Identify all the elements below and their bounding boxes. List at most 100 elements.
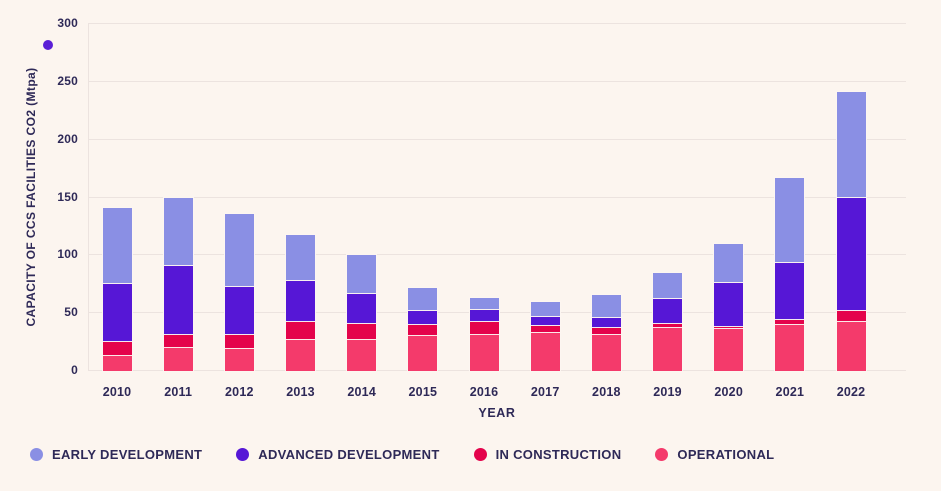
bar-segment-operational	[408, 336, 438, 371]
bar-segment-advanced-development	[591, 317, 621, 329]
x-tick-label-2020: 2020	[714, 385, 743, 399]
bar-segment-early-development	[469, 298, 499, 310]
legend-label: IN CONSTRUCTION	[495, 447, 622, 462]
bar-segment-in-construction	[591, 328, 621, 336]
bar-segment-in-construction	[653, 323, 683, 329]
bar-segment-in-construction	[836, 310, 866, 323]
bar-segment-operational	[714, 329, 744, 371]
bar-segment-early-development	[163, 197, 193, 266]
x-tick-label-2016: 2016	[469, 385, 499, 399]
bar-segment-advanced-development	[224, 286, 254, 336]
bar-segment-early-development	[224, 213, 254, 287]
bar-segment-early-development	[347, 255, 377, 294]
bar-segment-advanced-development	[347, 293, 377, 324]
bar-stack-2016	[469, 298, 499, 371]
bar-stack-2014	[347, 255, 377, 371]
bar-segment-in-construction	[163, 335, 193, 348]
legend-swatch-icon	[473, 448, 487, 461]
bar-stack-2015	[408, 287, 438, 371]
bar-stack-2010	[102, 207, 132, 371]
bar-segment-in-construction	[775, 320, 805, 325]
legend-item-early-development: EARLY DEVELOPMENT	[30, 447, 202, 462]
bar-segment-advanced-development	[653, 299, 683, 324]
bar-segment-operational	[347, 339, 377, 371]
x-axis-title: YEAR	[478, 406, 516, 420]
y-tick-label: 300	[57, 16, 78, 30]
bar-stack-2022	[836, 92, 866, 371]
bar-segment-operational	[530, 332, 560, 371]
bar-segment-in-construction	[714, 327, 744, 330]
bar-segment-early-development	[714, 243, 744, 284]
x-tick-label-2014: 2014	[347, 385, 376, 399]
bar-segment-early-development	[408, 287, 438, 311]
x-tick-label-2012: 2012	[225, 385, 254, 399]
x-tick-label-2018: 2018	[592, 385, 621, 399]
bar-segment-operational	[286, 339, 315, 371]
bar-segment-operational	[836, 322, 866, 371]
y-tick-label: 150	[57, 189, 78, 204]
bar-segment-operational	[591, 335, 621, 371]
x-tick-label-2015: 2015	[408, 385, 438, 399]
bar-segment-in-construction	[286, 322, 315, 340]
bar-stack-2021	[775, 177, 805, 371]
y-tick-label: 50	[64, 305, 78, 320]
chart-legend: EARLY DEVELOPMENT ADVANCED DEVELOPMENT IN …	[30, 447, 774, 462]
bar-segment-early-development	[286, 234, 315, 281]
y-tick-label: 250	[57, 73, 78, 88]
legend-swatch-icon	[236, 448, 250, 461]
y-tick-label: 0	[71, 363, 78, 377]
x-tick-label-2013: 2013	[286, 385, 315, 399]
bar-segment-operational	[653, 328, 683, 371]
stray-dot	[43, 40, 53, 50]
gridline-200	[88, 138, 906, 140]
gridline-300	[88, 23, 906, 24]
x-tick-label-2010: 2010	[102, 385, 132, 399]
x-tick-label-2022: 2022	[836, 385, 866, 399]
y-tick-label: 100	[57, 247, 78, 262]
bar-segment-early-development	[591, 294, 621, 318]
legend-item-advanced-development: ADVANCED DEVELOPMENT	[236, 447, 439, 462]
bar-segment-operational	[224, 349, 254, 371]
bar-stack-2017	[530, 301, 560, 371]
bar-segment-advanced-development	[408, 310, 438, 325]
bar-segment-in-construction	[408, 324, 438, 337]
bar-segment-early-development	[775, 177, 805, 264]
legend-swatch-icon	[655, 448, 669, 461]
bar-stack-2013	[286, 234, 315, 371]
bar-stack-2019	[653, 272, 683, 371]
legend-label: EARLY DEVELOPMENT	[52, 447, 203, 462]
bar-segment-advanced-development	[469, 309, 499, 323]
bar-segment-advanced-development	[530, 316, 560, 326]
plot-area	[88, 23, 906, 371]
gridline-250	[88, 80, 906, 82]
bar-segment-in-construction	[530, 325, 560, 333]
bar-segment-in-construction	[347, 323, 377, 340]
x-tick-label-2011: 2011	[164, 385, 193, 399]
bar-segment-early-development	[530, 301, 560, 317]
x-tick-label-2019: 2019	[653, 385, 682, 399]
x-tick-label-2017: 2017	[530, 385, 560, 399]
y-axis-line	[88, 24, 89, 371]
bar-stack-2020	[714, 243, 744, 371]
legend-item-in-construction: IN CONSTRUCTION	[473, 447, 622, 462]
legend-swatch-icon	[30, 448, 43, 461]
legend-label: OPERATIONAL	[677, 447, 775, 462]
bar-segment-advanced-development	[102, 284, 132, 343]
bar-segment-operational	[775, 324, 805, 371]
gridline-100	[88, 254, 906, 256]
bar-segment-operational	[102, 355, 132, 371]
bar-segment-advanced-development	[286, 280, 315, 323]
bar-segment-in-construction	[224, 335, 254, 350]
bar-segment-early-development	[102, 207, 132, 285]
bar-stack-2011	[163, 197, 193, 371]
gridline-150	[88, 196, 906, 198]
bar-segment-early-development	[653, 272, 683, 300]
y-tick-label: 200	[57, 131, 78, 146]
bar-segment-advanced-development	[775, 263, 805, 321]
bar-stack-2012	[224, 213, 254, 371]
bar-segment-advanced-development	[714, 283, 744, 328]
bar-segment-operational	[469, 335, 499, 371]
bar-segment-early-development	[836, 92, 866, 198]
bar-segment-in-construction	[469, 322, 499, 336]
